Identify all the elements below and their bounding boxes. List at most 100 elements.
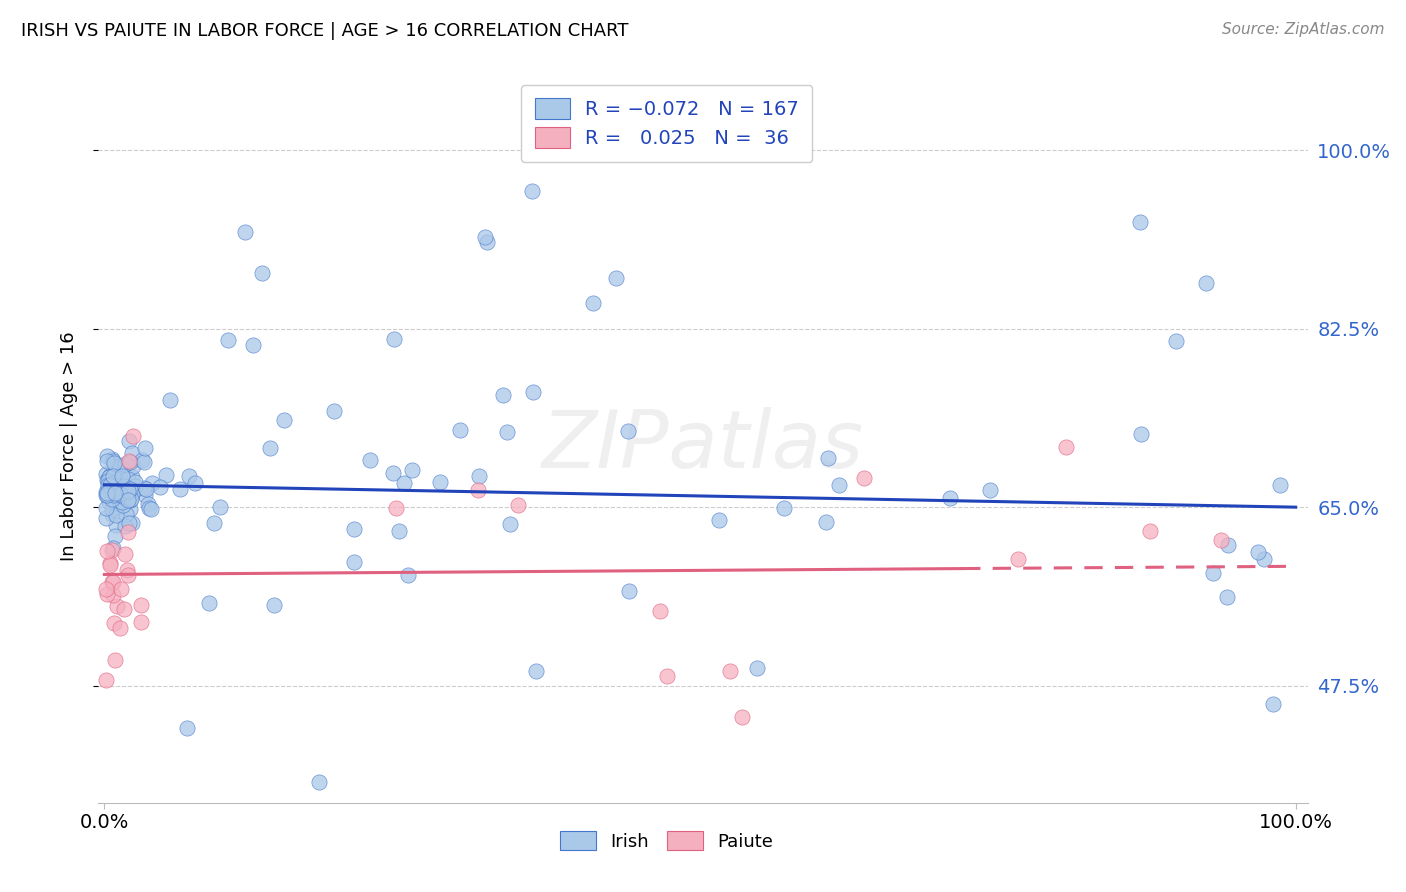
Point	[208, 500, 231, 514]
Point	[101, 502, 124, 516]
Point	[1263, 698, 1285, 712]
Point	[97, 495, 120, 509]
Point	[108, 487, 131, 501]
Point	[101, 491, 124, 506]
Point	[96, 474, 118, 488]
Point	[121, 446, 143, 460]
Point	[98, 469, 121, 483]
Point	[103, 478, 125, 492]
Point	[135, 482, 157, 496]
Point	[582, 296, 605, 310]
Point	[467, 469, 489, 483]
Point	[449, 423, 471, 437]
Point	[114, 487, 136, 501]
Text: IRISH VS PAIUTE IN LABOR FORCE | AGE > 16 CORRELATION CHART: IRISH VS PAIUTE IN LABOR FORCE | AGE > 1…	[21, 22, 628, 40]
Point	[1054, 440, 1077, 454]
Point	[117, 483, 139, 498]
Point	[105, 474, 128, 488]
Point	[98, 469, 121, 483]
Point	[217, 333, 239, 347]
Point	[96, 485, 118, 500]
Point	[122, 429, 145, 443]
Point	[939, 491, 962, 506]
Point	[112, 486, 135, 500]
Point	[94, 488, 117, 502]
Point	[96, 449, 118, 463]
Point	[117, 567, 139, 582]
Point	[94, 511, 117, 525]
Point	[745, 660, 768, 674]
Point	[105, 496, 128, 510]
Point	[108, 479, 131, 493]
Point	[114, 480, 136, 494]
Point	[108, 492, 131, 507]
Point	[1007, 552, 1029, 566]
Point	[124, 479, 146, 493]
Point	[94, 673, 117, 688]
Point	[114, 485, 136, 500]
Point	[97, 473, 120, 487]
Point	[96, 488, 118, 502]
Point	[429, 475, 451, 489]
Point	[250, 266, 273, 280]
Point	[94, 582, 117, 596]
Point	[105, 473, 128, 487]
Point	[101, 491, 124, 506]
Point	[384, 332, 406, 346]
Point	[138, 500, 160, 515]
Point	[475, 235, 498, 249]
Point	[118, 516, 141, 531]
Point	[100, 507, 122, 521]
Point	[114, 457, 136, 471]
Point	[101, 452, 124, 467]
Point	[98, 468, 121, 483]
Point	[115, 563, 138, 577]
Point	[110, 621, 132, 635]
Point	[115, 507, 138, 521]
Point	[117, 472, 139, 486]
Point	[118, 493, 141, 508]
Point	[1247, 544, 1270, 558]
Point	[853, 471, 876, 485]
Point	[263, 598, 285, 612]
Point	[112, 483, 135, 498]
Point	[104, 653, 127, 667]
Point	[235, 225, 257, 239]
Point	[97, 475, 120, 489]
Point	[131, 599, 153, 613]
Point	[176, 721, 198, 735]
Point	[359, 452, 381, 467]
Point	[111, 469, 134, 483]
Point	[136, 497, 159, 511]
Point	[100, 543, 122, 558]
Point	[617, 584, 640, 599]
Point	[114, 519, 136, 533]
Point	[817, 450, 839, 465]
Point	[118, 501, 141, 516]
Point	[103, 588, 125, 602]
Y-axis label: In Labor Force | Age > 16: In Labor Force | Age > 16	[59, 331, 77, 561]
Point	[111, 489, 134, 503]
Point	[118, 454, 141, 468]
Point	[104, 481, 127, 495]
Point	[155, 467, 177, 482]
Point	[730, 710, 752, 724]
Point	[122, 458, 145, 473]
Point	[121, 487, 143, 501]
Point	[101, 574, 124, 589]
Point	[401, 463, 423, 477]
Point	[1202, 566, 1225, 581]
Point	[382, 467, 405, 481]
Point	[101, 469, 124, 483]
Point	[103, 480, 125, 494]
Point	[110, 476, 132, 491]
Point	[141, 475, 163, 490]
Point	[134, 488, 156, 502]
Point	[105, 500, 128, 515]
Point	[103, 575, 125, 590]
Point	[198, 596, 221, 610]
Point	[111, 498, 134, 512]
Point	[617, 424, 640, 438]
Point	[98, 558, 121, 573]
Point	[118, 434, 141, 449]
